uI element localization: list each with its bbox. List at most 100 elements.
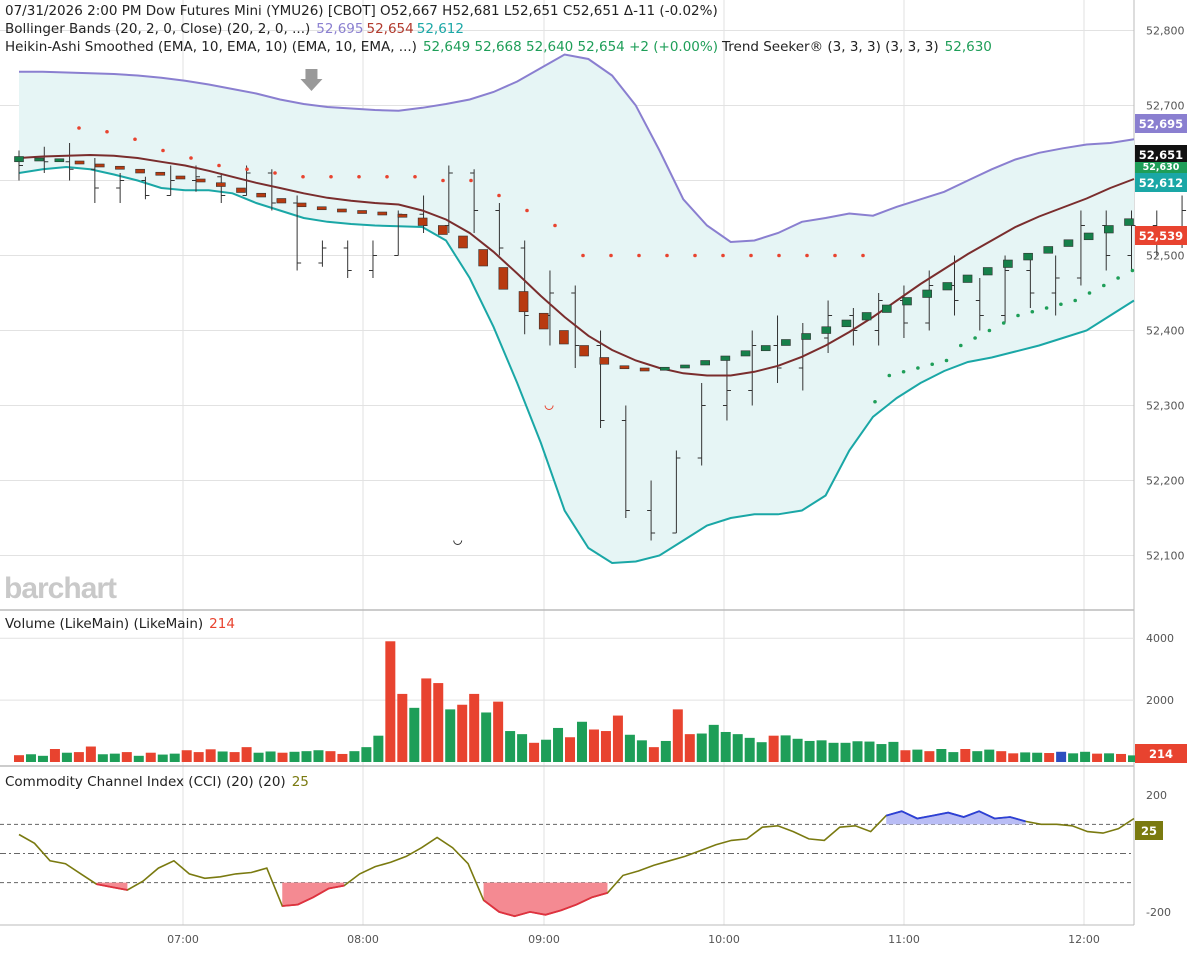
ha-values: 52,649 52,668 52,640 52,654 +2 (+0.00%) — [422, 39, 718, 55]
heikin-ashi-candle — [841, 319, 852, 328]
bb-lower-value: 52,612 — [416, 21, 464, 37]
y-tick-label: 52,200 — [1146, 475, 1185, 488]
trend-seeker-buy-dot — [1102, 283, 1106, 288]
cci-oversold-line — [282, 884, 345, 907]
trend-seeker-value: 52,630 — [944, 39, 992, 55]
volume-bar — [241, 747, 252, 762]
trend-seeker-buy-dot — [1059, 302, 1063, 307]
volume-bar — [804, 740, 815, 762]
heikin-ashi-candle — [296, 202, 307, 208]
badge-last-price: 52,651 — [1135, 145, 1187, 164]
heikin-ashi-candle — [175, 175, 186, 180]
trend-seeker-sell-dot — [609, 253, 613, 258]
badge-cci: 25 — [1135, 821, 1163, 840]
pivot-arc-marker — [453, 540, 463, 545]
volume-bar — [277, 752, 288, 762]
heikin-ashi-candle — [458, 235, 468, 249]
trend-seeker-sell-dot — [217, 163, 221, 168]
heikin-ashi-candle — [619, 365, 630, 370]
volume-tick-label: 4000 — [1146, 632, 1174, 645]
volume-bar — [169, 753, 180, 762]
trend-seeker-sell-dot — [833, 253, 837, 258]
trend-seeker-sell-dot — [329, 174, 333, 179]
heikin-ashi-candle — [1124, 218, 1134, 226]
heikin-ashi-candle — [639, 367, 650, 372]
heikin-ashi-candle — [195, 178, 206, 183]
volume-bar — [301, 751, 312, 762]
volume-bar — [864, 741, 875, 762]
heikin-ashi-candle — [861, 312, 872, 321]
volume-bar — [672, 709, 683, 762]
trend-seeker-buy-dot — [1116, 276, 1120, 280]
trend-seeker-buy-dot — [1087, 291, 1092, 295]
volume-bar — [97, 754, 108, 762]
pivot-arc-marker — [544, 405, 554, 410]
volume-bar — [780, 735, 791, 762]
heikin-ashi-candle — [720, 355, 731, 361]
volume-bar — [660, 740, 671, 762]
volume-bar — [936, 749, 947, 762]
volume-bar — [325, 751, 336, 762]
bb-upper-value: 52,695 — [316, 21, 364, 37]
trend-seeker-sell-dot — [357, 174, 361, 179]
volume-bar — [1032, 752, 1043, 762]
volume-bar — [145, 752, 156, 762]
trend-seeker-sell-dot — [385, 174, 389, 179]
volume-bar — [361, 747, 372, 762]
trend-seeker-sell-dot — [637, 253, 641, 258]
heikin-ashi-candle — [1063, 239, 1074, 247]
heikin-ashi-candle — [417, 217, 428, 226]
volume-bar — [732, 734, 743, 762]
heikin-ashi-candle — [256, 192, 266, 198]
trend-seeker-sell-dot — [553, 223, 557, 228]
volume-bar — [960, 749, 971, 762]
volume-bar — [888, 741, 899, 762]
y-tick-label: 52,300 — [1146, 400, 1185, 413]
y-tick-label: 52,500 — [1146, 250, 1185, 263]
heikin-ashi-candle — [962, 274, 973, 283]
volume-bar — [409, 707, 420, 762]
volume-bar — [289, 751, 300, 762]
heikin-ashi-candle — [1104, 225, 1114, 234]
volume-bar — [85, 746, 96, 762]
cci-oversold-fill — [483, 882, 608, 917]
volume-bar — [1116, 753, 1127, 762]
heikin-ashi-candle — [1023, 252, 1033, 261]
volume-bar — [433, 683, 444, 762]
trend-seeker-sell-dot — [77, 126, 81, 130]
volume-bar — [1056, 751, 1067, 762]
volume-bar — [924, 751, 935, 762]
volume-bar — [517, 734, 528, 762]
heikin-ashi-candle — [599, 357, 610, 365]
volume-bar — [912, 749, 923, 762]
volume-bar — [708, 724, 719, 762]
heikin-ashi-candle — [135, 168, 145, 174]
volume-bar — [756, 742, 767, 762]
barchart-logo: barchart — [4, 572, 117, 605]
volume-bar — [385, 641, 396, 762]
heikin-ashi-candle — [1043, 246, 1054, 254]
trend-seeker-buy-dot — [1030, 309, 1035, 314]
heikin-ashi-candle — [155, 171, 166, 176]
volume-bar — [37, 755, 48, 762]
heikin-ashi-candle — [660, 366, 670, 371]
bollinger-upper-line — [19, 53, 1135, 244]
volume-bar — [828, 742, 839, 762]
volume-bar — [768, 735, 779, 762]
heikin-ashi-candle — [216, 182, 226, 187]
heikin-ashi-candle — [316, 206, 327, 211]
badge-trend-seeker: 52,630 — [1135, 162, 1187, 173]
heikin-ashi-candle — [438, 225, 448, 235]
heikin-ashi-candle — [74, 160, 85, 165]
trend-seeker-buy-dot — [1044, 306, 1049, 310]
volume-bar — [984, 749, 995, 762]
volume-bar — [337, 753, 348, 762]
volume-bar — [469, 693, 480, 762]
quote-summary: 07/31/2026 2:00 PM Dow Futures Mini (YMU… — [5, 3, 718, 19]
bollinger-band-fill — [19, 54, 1134, 563]
volume-bar — [529, 742, 540, 762]
volume-bar — [397, 693, 408, 762]
trend-seeker-sell-dot — [441, 178, 445, 183]
volume-bar — [852, 741, 863, 762]
heikin-ashi-candle — [276, 198, 287, 204]
